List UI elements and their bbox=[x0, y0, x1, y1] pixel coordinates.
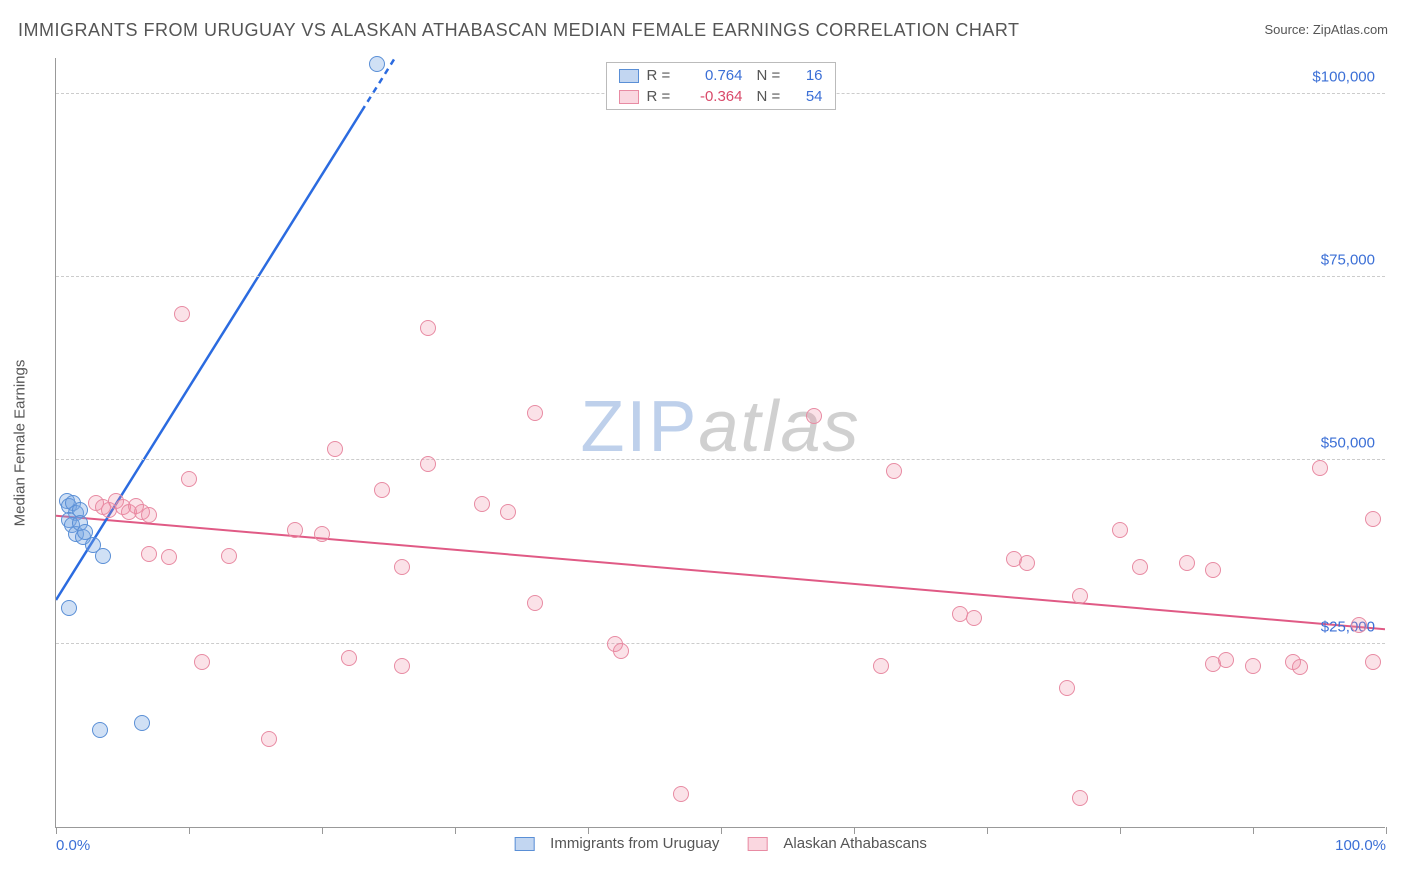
x-tick bbox=[588, 827, 589, 834]
chart-area: Median Female Earnings ZIPatlas R = 0.76… bbox=[40, 58, 1385, 828]
y-tick-label: $50,000 bbox=[1321, 435, 1375, 452]
source-label: Source: ZipAtlas.com bbox=[1264, 22, 1388, 37]
data-point bbox=[1218, 652, 1234, 668]
scatter-plot: ZIPatlas R = 0.764 N = 16 R = -0.364 N =… bbox=[55, 58, 1385, 828]
data-point bbox=[394, 658, 410, 674]
data-point bbox=[181, 471, 197, 487]
trend-lines bbox=[56, 58, 1385, 827]
data-point bbox=[134, 715, 150, 731]
data-point bbox=[1132, 559, 1148, 575]
data-point bbox=[873, 658, 889, 674]
data-point bbox=[1312, 460, 1328, 476]
data-point bbox=[966, 610, 982, 626]
watermark: ZIPatlas bbox=[580, 386, 860, 468]
legend-swatch-blue-icon bbox=[514, 837, 534, 851]
data-point bbox=[92, 722, 108, 738]
data-point bbox=[327, 441, 343, 457]
legend-swatch-blue bbox=[619, 69, 639, 83]
x-tick bbox=[189, 827, 190, 834]
data-point bbox=[500, 504, 516, 520]
x-tick bbox=[322, 827, 323, 834]
data-point bbox=[287, 522, 303, 538]
data-point bbox=[1179, 555, 1195, 571]
data-point bbox=[194, 654, 210, 670]
data-point bbox=[141, 507, 157, 523]
data-point bbox=[1019, 555, 1035, 571]
data-point bbox=[221, 548, 237, 564]
data-point bbox=[369, 56, 385, 72]
series-legend: Immigrants from Uruguay Alaskan Athabasc… bbox=[514, 835, 927, 852]
data-point bbox=[1205, 562, 1221, 578]
y-tick-label: $75,000 bbox=[1321, 252, 1375, 269]
legend-item-blue: Immigrants from Uruguay bbox=[514, 835, 719, 852]
x-tick bbox=[1120, 827, 1121, 834]
legend-swatch-pink-icon bbox=[747, 837, 767, 851]
data-point bbox=[1351, 617, 1367, 633]
data-point bbox=[141, 546, 157, 562]
x-tick bbox=[721, 827, 722, 834]
data-point bbox=[174, 306, 190, 322]
legend-item-pink: Alaskan Athabascans bbox=[747, 835, 926, 852]
data-point bbox=[161, 549, 177, 565]
data-point bbox=[420, 456, 436, 472]
data-point bbox=[1292, 659, 1308, 675]
data-point bbox=[374, 482, 390, 498]
x-tick bbox=[854, 827, 855, 834]
data-point bbox=[1112, 522, 1128, 538]
x-tick bbox=[56, 827, 57, 834]
legend-swatch-pink bbox=[619, 90, 639, 104]
data-point bbox=[527, 405, 543, 421]
data-point bbox=[806, 408, 822, 424]
x-axis-label: 100.0% bbox=[1335, 837, 1386, 854]
x-tick bbox=[987, 827, 988, 834]
x-tick bbox=[1386, 827, 1387, 834]
data-point bbox=[613, 643, 629, 659]
data-point bbox=[61, 600, 77, 616]
data-point bbox=[1059, 680, 1075, 696]
data-point bbox=[314, 526, 330, 542]
data-point bbox=[527, 595, 543, 611]
data-point bbox=[1072, 790, 1088, 806]
data-point bbox=[1365, 654, 1381, 670]
x-tick bbox=[455, 827, 456, 834]
legend-row-blue: R = 0.764 N = 16 bbox=[607, 65, 835, 86]
x-axis-label: 0.0% bbox=[56, 837, 90, 854]
header: IMMIGRANTS FROM URUGUAY VS ALASKAN ATHAB… bbox=[18, 20, 1388, 50]
y-tick-label: $100,000 bbox=[1312, 68, 1375, 85]
data-point bbox=[1245, 658, 1261, 674]
y-axis-label: Median Female Earnings bbox=[12, 360, 29, 527]
x-tick bbox=[1253, 827, 1254, 834]
data-point bbox=[95, 548, 111, 564]
grid-line bbox=[56, 643, 1385, 644]
data-point bbox=[394, 559, 410, 575]
data-point bbox=[341, 650, 357, 666]
data-point bbox=[886, 463, 902, 479]
data-point bbox=[1365, 511, 1381, 527]
data-point bbox=[673, 786, 689, 802]
data-point bbox=[420, 320, 436, 336]
data-point bbox=[474, 496, 490, 512]
grid-line bbox=[56, 276, 1385, 277]
correlation-legend: R = 0.764 N = 16 R = -0.364 N = 54 bbox=[606, 62, 836, 110]
legend-row-pink: R = -0.364 N = 54 bbox=[607, 86, 835, 107]
grid-line bbox=[56, 459, 1385, 460]
data-point bbox=[1072, 588, 1088, 604]
chart-title: IMMIGRANTS FROM URUGUAY VS ALASKAN ATHAB… bbox=[18, 20, 1020, 40]
data-point bbox=[261, 731, 277, 747]
